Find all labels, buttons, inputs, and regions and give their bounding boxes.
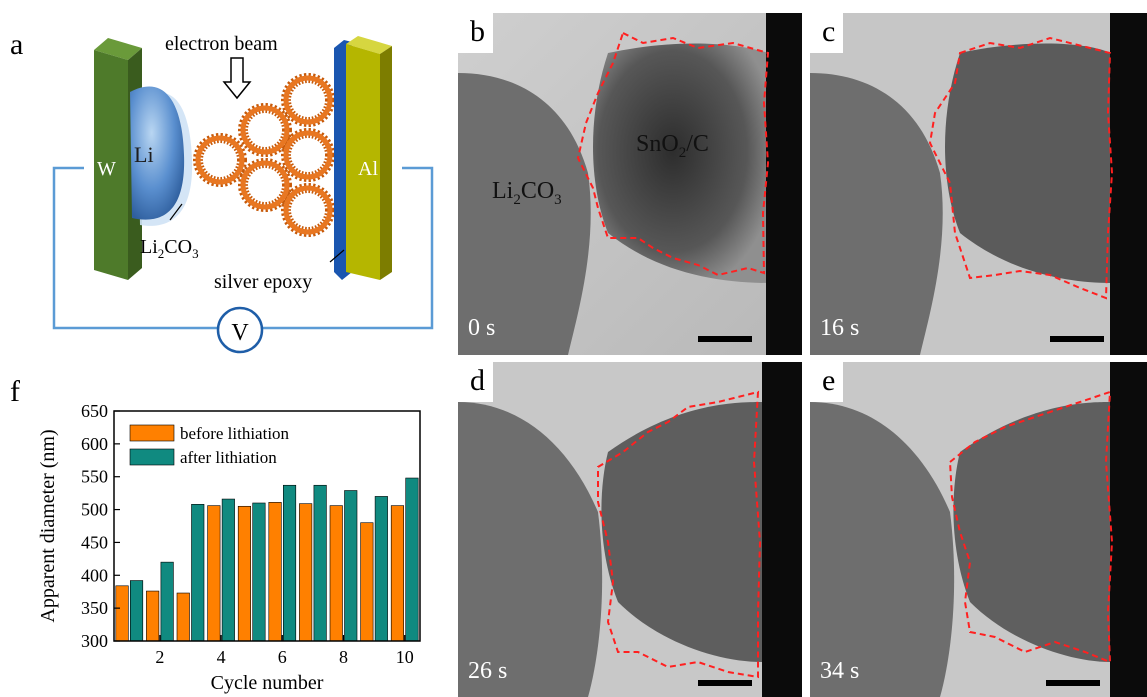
bar-before-8 [329,505,343,642]
sno2c-label: SnO2/C [636,131,709,161]
bar-before-2 [146,590,160,642]
bar-before-3 [176,592,190,642]
time-label-d: 26 s [468,658,508,684]
w-label: W [97,158,116,180]
bar-after-3 [191,504,205,642]
y-tick-label: 500 [81,500,108,520]
al-plate [346,36,392,54]
y-tick-label: 400 [81,565,108,585]
panel-label-c: c [810,13,844,53]
legend: before lithiation after lithiation [129,424,290,467]
bar-chart: 300 350 400 450 500 550 600 650 2 4 6 8 10 Apparent… [37,401,421,694]
panel-label-f: f [10,375,20,408]
panel-label-d: d [458,362,493,402]
circuit-wire [52,166,434,330]
silver-epoxy-label: silver epoxy [214,271,312,293]
y-tick-label: 300 [81,631,108,651]
bar-after-5 [252,502,266,642]
bar-after-9 [374,496,388,642]
electron-beam-arrow [222,57,252,100]
legend-swatch [129,448,175,466]
schematic-diagram: V W Li Li2CO3 electron beam Al silver ep… [52,33,434,354]
li-blob [130,86,185,220]
li-label: Li [134,142,154,167]
plot-frame [113,410,421,642]
legend-label: before lithiation [180,424,290,443]
x-tick-label: 8 [339,647,348,667]
li2co3-annot: Li2CO3 [140,236,199,261]
legend-swatch [129,424,175,442]
bar-before-4 [207,505,221,642]
scale-bar-e [1046,680,1100,686]
x-tick-label: 4 [217,647,226,667]
y-tick-label: 550 [81,467,108,487]
panel-label-a: a [10,28,24,61]
tem-panel-e: e 34 s [810,362,1147,697]
tem-panel-d: d 26 s [458,362,802,697]
bar-after-6 [283,484,297,642]
li2co3-tem-label: Li2CO3 [492,178,562,208]
bar-after-2 [160,561,174,642]
y-tick-label: 450 [81,532,108,552]
x-axis-label: Cycle number [211,672,324,694]
bar-before-7 [299,503,313,642]
electron-beam-label: electron beam [165,33,278,55]
bar-after-1 [130,580,144,642]
x-tick-label: 2 [155,647,164,667]
bar-before-5 [237,505,251,642]
scale-bar-d [698,680,752,686]
x-tick-label: 6 [278,647,287,667]
scale-bar-c [1050,336,1104,342]
bar-before-9 [360,522,374,642]
bar-before-6 [268,502,282,642]
tem-panel-b: b SnO2/C Li2CO3 0 s [458,13,802,355]
y-tick-label: 350 [81,598,108,618]
y-tick-label: 600 [81,434,108,454]
legend-label: after lithiation [180,448,277,467]
tem-panel-c: c 16 s [810,13,1147,355]
bar-before-1 [115,585,129,642]
bar-after-4 [221,498,235,642]
y-axis-label: Apparent diameter (nm) [37,429,59,622]
voltmeter [216,306,264,354]
voltage-label: V [231,320,249,346]
time-label-b: 0 s [468,315,496,341]
w-plate [94,38,142,60]
bar-after-7 [313,484,327,642]
time-label-c: 16 s [820,315,860,341]
bar-before-10 [390,505,405,642]
al-label: Al [358,158,378,180]
time-label-e: 34 s [820,658,860,684]
scale-bar-b [698,336,752,342]
x-tick-label: 10 [396,647,414,667]
y-tick-label: 650 [81,401,108,421]
panel-label-b: b [458,13,493,53]
bar-after-8 [344,490,358,642]
bar-after-10 [405,477,419,642]
panel-label-e: e [810,362,844,402]
